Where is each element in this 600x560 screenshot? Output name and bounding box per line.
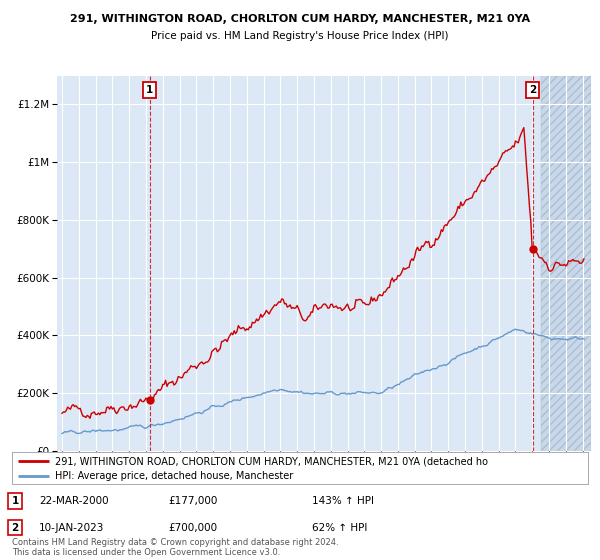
Text: HPI: Average price, detached house, Manchester: HPI: Average price, detached house, Manc…	[55, 472, 293, 482]
Bar	[541, 76, 591, 451]
Text: 2: 2	[529, 85, 536, 95]
Text: 22-MAR-2000: 22-MAR-2000	[39, 496, 109, 506]
Text: 2: 2	[11, 522, 19, 533]
Text: 291, WITHINGTON ROAD, CHORLTON CUM HARDY, MANCHESTER, M21 0YA: 291, WITHINGTON ROAD, CHORLTON CUM HARDY…	[70, 14, 530, 24]
Text: Price paid vs. HM Land Registry's House Price Index (HPI): Price paid vs. HM Land Registry's House …	[151, 31, 449, 41]
Text: £700,000: £700,000	[168, 522, 217, 533]
Text: 143% ↑ HPI: 143% ↑ HPI	[312, 496, 374, 506]
Text: 1: 1	[146, 85, 154, 95]
Text: 10-JAN-2023: 10-JAN-2023	[39, 522, 104, 533]
Text: £177,000: £177,000	[168, 496, 217, 506]
Text: 291, WITHINGTON ROAD, CHORLTON CUM HARDY, MANCHESTER, M21 0YA (detached ho: 291, WITHINGTON ROAD, CHORLTON CUM HARDY…	[55, 456, 488, 466]
Text: 1: 1	[11, 496, 19, 506]
Text: 62% ↑ HPI: 62% ↑ HPI	[312, 522, 367, 533]
Bar	[541, 76, 591, 451]
Text: Contains HM Land Registry data © Crown copyright and database right 2024.
This d: Contains HM Land Registry data © Crown c…	[12, 538, 338, 557]
